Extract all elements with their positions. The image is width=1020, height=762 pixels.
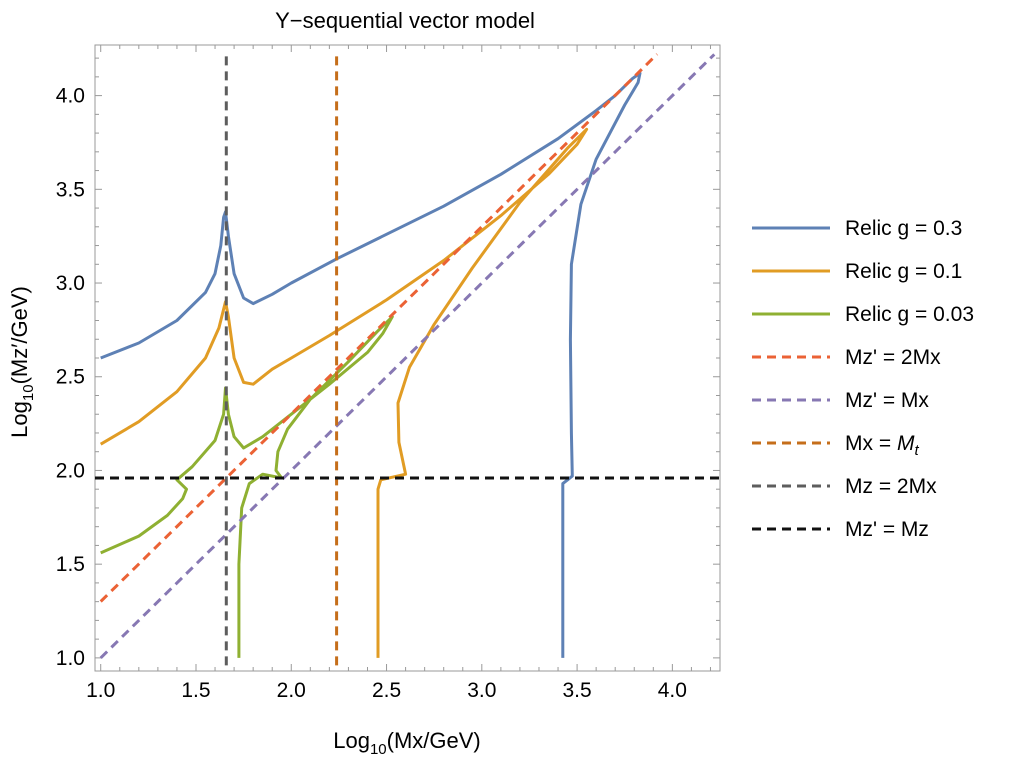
y-tick-label: 1.5 [56,553,85,576]
legend-label-1: Relic g = 0.1 [845,260,962,283]
y-tick-label: 3.5 [56,178,85,201]
series-line-3 [99,53,659,603]
x-axis-title: Log10(Mx/GeV) [333,728,481,758]
y-tick-label: 1.0 [56,647,85,670]
x-tick-label: 2.5 [372,679,401,702]
x-tick-label: 3.0 [467,679,496,702]
axis-ticks [95,45,720,671]
legend-label-6: Mz = 2Mx [845,475,937,498]
y-tick-labels: 1.0 1.5 2.0 2.5 3.0 3.5 4.0 [56,85,85,670]
series-line-0 [100,71,642,658]
y-tick-label: 4.0 [56,85,85,108]
series-line-1 [99,127,589,658]
series-line-2 [100,315,394,658]
series-layer [95,53,720,666]
legend-label-0: Relic g = 0.3 [845,217,962,240]
legend-label-7: Mz' = Mz [845,518,929,541]
series-line-4 [99,53,716,659]
y-axis-title: Log10(Mz′/GeV) [7,286,37,438]
legend: Relic g = 0.3 Relic g = 0.1 Relic g = 0.03… [752,217,974,541]
legend-label-4: Mz' = Mx [845,389,929,412]
x-tick-labels: 1.0 1.5 2.0 2.5 3.0 3.5 4.0 [86,679,687,702]
legend-label-5: Mx = Mt [845,432,919,459]
y-tick-label: 3.0 [56,272,85,295]
x-tick-label: 1.0 [86,679,115,702]
x-tick-label: 3.5 [562,679,591,702]
x-tick-label: 2.0 [277,679,306,702]
legend-label-2: Relic g = 0.03 [845,303,974,326]
y-tick-label: 2.5 [56,366,85,389]
y-tick-label: 2.0 [56,459,85,482]
x-tick-label: 1.5 [181,679,210,702]
x-tick-label: 4.0 [658,679,687,702]
chart-title: Y−sequential vector model [275,8,535,33]
legend-label-3: Mz' = 2Mx [845,346,941,369]
